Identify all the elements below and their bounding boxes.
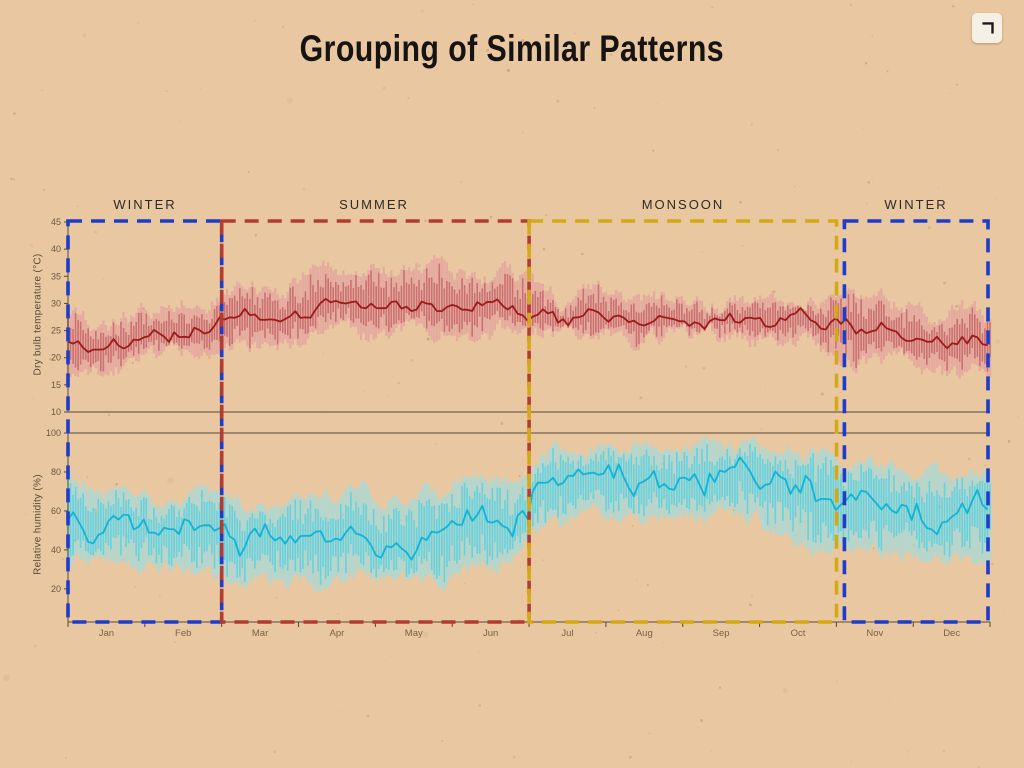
month-label: Jul bbox=[561, 628, 573, 639]
season-box-winter-0 bbox=[66, 219, 224, 624]
humidity-y-tick-label: 100 bbox=[46, 428, 61, 438]
temp-y-tick-label: 35 bbox=[51, 271, 61, 281]
temp-y-tick-label: 30 bbox=[51, 298, 61, 308]
page-title-text: Grouping of Similar Patterns bbox=[299, 28, 725, 69]
temp-y-tick-label: 15 bbox=[51, 380, 61, 390]
fullscreen-corner-icon[interactable] bbox=[972, 13, 1002, 43]
season-label-summer: SUMMER bbox=[339, 197, 409, 212]
temperature-series bbox=[66, 255, 992, 379]
humidity-y-tick-label: 60 bbox=[51, 506, 61, 516]
month-label: Sep bbox=[713, 628, 730, 639]
season-box-monsoon-2 bbox=[527, 219, 839, 624]
season-label-winter-2: WINTER bbox=[884, 197, 948, 212]
humidity-y-tick-label: 40 bbox=[51, 545, 61, 555]
humidity-y-tick-label: 20 bbox=[51, 584, 61, 594]
month-label: Feb bbox=[175, 628, 191, 639]
temp-y-tick-label: 45 bbox=[51, 217, 61, 227]
month-label: Dec bbox=[943, 628, 960, 639]
paper-speckles bbox=[3, 3, 1019, 768]
month-label: Jan bbox=[99, 628, 114, 639]
temp-y-tick-label: 40 bbox=[51, 244, 61, 254]
humidity-y-tick-label: 80 bbox=[51, 467, 61, 477]
temperature-axis-label: Dry bulb temperature (°C) bbox=[32, 253, 44, 376]
month-label: Mar bbox=[252, 628, 268, 639]
season-box-summer-1 bbox=[219, 219, 531, 624]
temp-y-tick-label: 20 bbox=[51, 353, 61, 363]
corner-bracket-glyph bbox=[982, 22, 994, 34]
month-label: Jun bbox=[483, 628, 498, 639]
temp-y-tick-label: 25 bbox=[51, 326, 61, 336]
month-label: Apr bbox=[330, 628, 345, 639]
month-label: Nov bbox=[866, 628, 883, 639]
temp-y-tick-label: 10 bbox=[51, 407, 61, 417]
page-title: Grouping of Similar Patterns bbox=[0, 28, 1024, 70]
humidity-axis-label: Relative humidity (%) bbox=[32, 474, 44, 575]
season-label-monsoon: MONSOON bbox=[641, 197, 725, 212]
season-box-winter-3 bbox=[842, 219, 990, 624]
month-label: Aug bbox=[636, 628, 653, 639]
season-label-winter-1: WINTER bbox=[113, 197, 177, 212]
month-label: May bbox=[405, 628, 423, 639]
humidity-series bbox=[66, 436, 992, 592]
month-label: Oct bbox=[791, 628, 806, 639]
